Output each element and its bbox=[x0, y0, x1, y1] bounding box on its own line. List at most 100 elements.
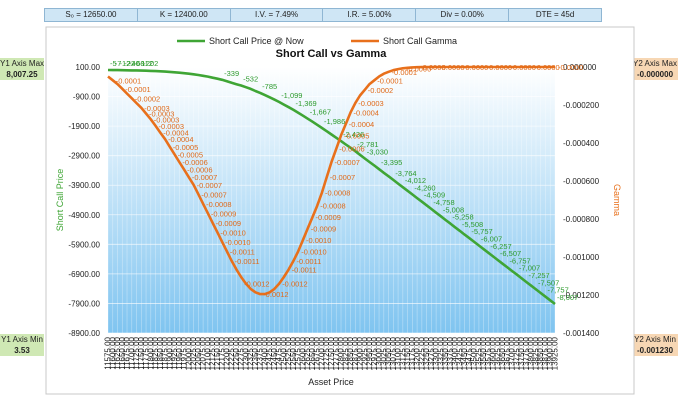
x-tick: 11975.00 bbox=[180, 336, 189, 369]
x-tick: 12850.00 bbox=[346, 336, 355, 370]
price-series-line bbox=[107, 68, 556, 306]
gamma-data-label: -0.0009 bbox=[315, 213, 340, 222]
x-tick: 12150.00 bbox=[213, 336, 222, 370]
x-tick: 13525.00 bbox=[474, 336, 483, 370]
x-tick: 13850.00 bbox=[536, 336, 545, 370]
y1-axis-min-box: Y1 Axis Min 3.53 bbox=[0, 334, 44, 356]
parameter-bar: S₀ = 12650.00 K = 12400.00 I.V. = 7.49% … bbox=[44, 8, 602, 22]
chart-title: Short Call vs Gamma bbox=[276, 48, 388, 60]
data-labels: -5-7-12-22-40-68-112-202 -339 -532 -785 -1,0… bbox=[110, 59, 583, 302]
x-tick: 12425.00 bbox=[265, 336, 274, 370]
y1-tick: -8900.00 bbox=[68, 329, 100, 338]
x-tick: 11850.00 bbox=[156, 336, 165, 369]
gamma-series-line bbox=[107, 65, 555, 296]
gamma-data-label: -0.0003 bbox=[144, 104, 169, 113]
gamma-data-label: -0.0000 bbox=[534, 63, 559, 72]
x-tick: 13400.00 bbox=[451, 336, 460, 370]
price-data-label: -785 bbox=[262, 82, 277, 91]
gamma-data-label: -0.0010 bbox=[225, 238, 250, 247]
price-data-label: -6,507 bbox=[500, 249, 521, 258]
x-tick: 13200.00 bbox=[413, 336, 422, 370]
x-tick: 13225.00 bbox=[417, 336, 426, 370]
x-tick: 12250.00 bbox=[232, 336, 241, 370]
x-tick: 13600.00 bbox=[489, 336, 498, 370]
x-tick: 12275.00 bbox=[237, 336, 246, 370]
y1-axis-label: Short Call Price bbox=[55, 169, 65, 232]
x-tick: 12650.00 bbox=[308, 336, 317, 370]
y1-axis-max-value[interactable]: 8,007.25 bbox=[6, 70, 38, 79]
y2-tick: 0.000000 bbox=[563, 63, 597, 72]
x-tick: 12175.00 bbox=[218, 336, 227, 370]
gamma-data-label: -0.0010 bbox=[301, 247, 326, 256]
x-tick: 11925.00 bbox=[170, 336, 179, 369]
x-tick: 12450.00 bbox=[270, 336, 279, 370]
x-tick: 12725.00 bbox=[322, 336, 331, 370]
y2-tick: -0.001000 bbox=[563, 253, 600, 262]
price-data-label: -6,757 bbox=[509, 256, 530, 265]
y1-tick: -6900.00 bbox=[68, 270, 100, 279]
gamma-data-label: -0.0006 bbox=[182, 158, 207, 167]
x-tick: 11950.00 bbox=[175, 336, 184, 369]
x-tick: 13175.00 bbox=[408, 336, 417, 370]
gamma-data-label: -0.0011 bbox=[296, 257, 321, 266]
price-data-label: -5,757 bbox=[471, 227, 492, 236]
y2-axis-max-title: Y2 Axis Max bbox=[632, 59, 677, 68]
y2-tick: -0.001400 bbox=[563, 329, 600, 338]
x-tick: 13125.00 bbox=[398, 336, 407, 370]
x-tick: 12750.00 bbox=[327, 336, 336, 370]
gamma-data-label: -0.0003 bbox=[159, 122, 184, 131]
gamma-data-label: -0.0003 bbox=[154, 115, 179, 124]
x-tick: 13050.00 bbox=[384, 336, 393, 370]
gamma-data-label: -0.0004 bbox=[168, 135, 193, 144]
gamma-data-label: -0.0000 bbox=[463, 63, 488, 72]
x-tick: 13625.00 bbox=[493, 336, 502, 370]
x-tick: 13150.00 bbox=[403, 336, 412, 370]
x-tick: 12025.00 bbox=[189, 336, 198, 370]
x-tick: 12925.00 bbox=[360, 336, 369, 370]
price-data-label: -40 bbox=[129, 59, 140, 68]
x-tick: 13925.00 bbox=[551, 336, 560, 370]
gamma-data-label: -0.0005 bbox=[344, 131, 369, 140]
gamma-data-label: -0.0004 bbox=[163, 129, 188, 138]
gamma-data-label: -0.0009 bbox=[216, 219, 241, 228]
gamma-data-label: -0.0012 bbox=[282, 280, 307, 289]
gamma-data-label: -0.0007 bbox=[335, 158, 360, 167]
price-data-label: -2,436 bbox=[343, 130, 364, 139]
x-tick: 12350.00 bbox=[251, 336, 260, 370]
gamma-data-label: -0.0001 bbox=[116, 76, 141, 85]
x-tick: 13250.00 bbox=[422, 336, 431, 370]
x-tick: 11750.00 bbox=[137, 336, 146, 369]
x-tick: 13100.00 bbox=[394, 336, 403, 370]
x-tick: 11700.00 bbox=[127, 336, 136, 369]
y1-tick: -2900.00 bbox=[68, 152, 100, 161]
x-tick: 12000.00 bbox=[184, 336, 193, 370]
x-tick: 13325.00 bbox=[436, 336, 445, 370]
gamma-data-label: -0.0008 bbox=[206, 200, 231, 209]
price-data-label: -8,007 bbox=[557, 293, 578, 302]
gamma-data-label: -0.0010 bbox=[306, 236, 331, 245]
y2-axis-max-value[interactable]: -0.000000 bbox=[636, 70, 674, 79]
param-ir: I.R. = 5.00% bbox=[323, 9, 417, 21]
x-tick: 12375.00 bbox=[256, 336, 265, 370]
x-tick: 12300.00 bbox=[241, 336, 250, 370]
gamma-data-label: -0.0001 bbox=[125, 85, 150, 94]
gamma-data-label: -0.0004 bbox=[354, 109, 379, 118]
x-tick: 11800.00 bbox=[146, 336, 155, 369]
y1-axis-min-value[interactable]: 3.53 bbox=[14, 346, 30, 355]
x-tick: 12975.00 bbox=[370, 336, 379, 370]
x-axis-label: Asset Price bbox=[308, 377, 354, 387]
x-tick: 11900.00 bbox=[165, 336, 174, 369]
gamma-data-label: -0.0001 bbox=[377, 76, 402, 85]
param-div: Div = 0.00% bbox=[416, 9, 510, 21]
price-data-label: -4,260 bbox=[414, 183, 435, 192]
price-data-label: -5 bbox=[110, 59, 117, 68]
y2-axis-min-value[interactable]: -0.001230 bbox=[636, 346, 674, 355]
x-tick: 13450.00 bbox=[460, 336, 469, 370]
price-data-label: -1,667 bbox=[310, 108, 331, 117]
x-tick: 11775.00 bbox=[142, 336, 151, 369]
price-data-label: -3,030 bbox=[367, 147, 388, 156]
x-tick: 12800.00 bbox=[337, 336, 346, 370]
price-data-label: -1,099 bbox=[281, 91, 302, 100]
x-tick: 13275.00 bbox=[427, 336, 436, 370]
